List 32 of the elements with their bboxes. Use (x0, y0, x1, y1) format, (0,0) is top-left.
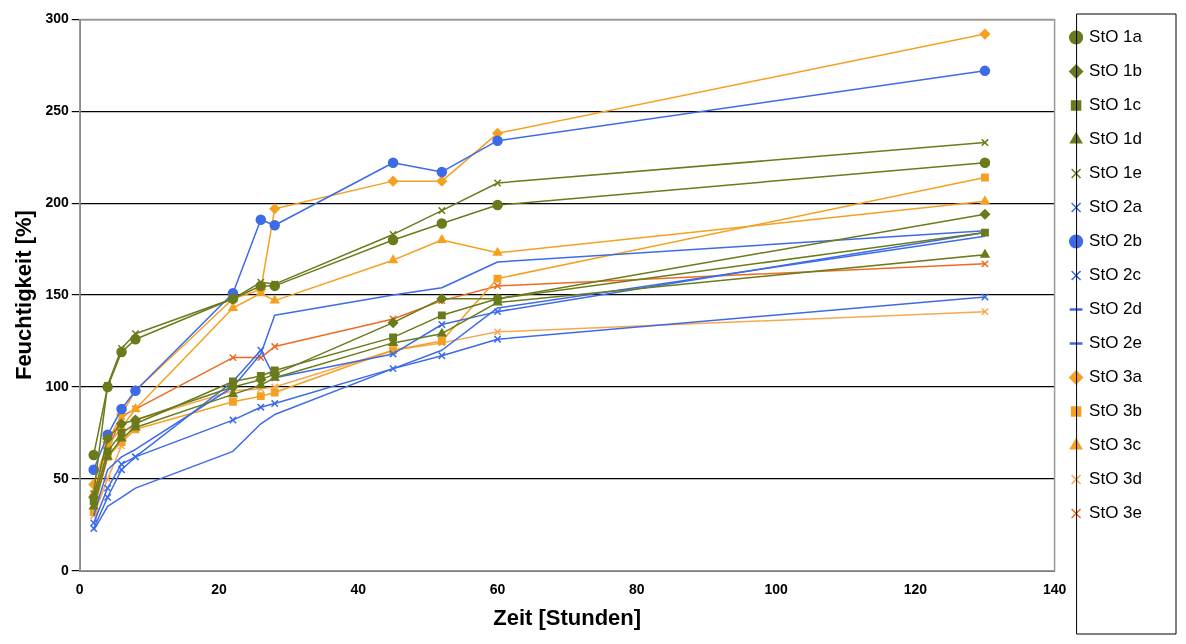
y-tick-label: 100 (45, 377, 69, 394)
legend-label: StO 3c (1089, 435, 1142, 455)
legend-label: StO 2c (1089, 265, 1142, 285)
legend-label: StO 1b (1089, 61, 1142, 81)
x-tick-label: 60 (489, 581, 506, 598)
x-axis-title: Zeit [Stunden] (493, 604, 642, 630)
legend-label: StO 1a (1089, 27, 1143, 47)
y-tick-label: 300 (45, 10, 69, 27)
legend-label: StO 1d (1089, 129, 1142, 149)
legend-label: StO 2b (1089, 231, 1142, 251)
x-tick-label: 100 (764, 581, 788, 598)
x-tick-label: 120 (903, 581, 928, 598)
legend-label: StO 2a (1089, 197, 1143, 217)
legend-label: StO 3a (1089, 367, 1143, 387)
y-tick-label: 250 (45, 102, 69, 119)
y-axis-title: Feuchtigkeit [%] (11, 210, 37, 381)
legend-label: StO 2d (1089, 299, 1142, 319)
x-tick-label: 140 (1042, 581, 1067, 598)
y-tick-label: 200 (45, 194, 69, 211)
x-tick-label: 80 (629, 581, 645, 598)
y-tick-label: 150 (45, 285, 69, 302)
y-tick-label: 0 (60, 561, 69, 578)
x-tick-label: 40 (350, 581, 367, 598)
x-tick-label: 0 (75, 581, 84, 598)
legend-label: StO 1e (1089, 163, 1142, 183)
legend-label: StO 3b (1089, 401, 1142, 421)
x-tick-label: 20 (211, 581, 228, 598)
legend-label: StO 3d (1089, 469, 1142, 489)
legend-label: StO 1c (1089, 95, 1142, 115)
legend-label: StO 2e (1089, 333, 1142, 353)
y-tick-label: 50 (53, 469, 69, 486)
legend-label: StO 3e (1089, 503, 1142, 523)
